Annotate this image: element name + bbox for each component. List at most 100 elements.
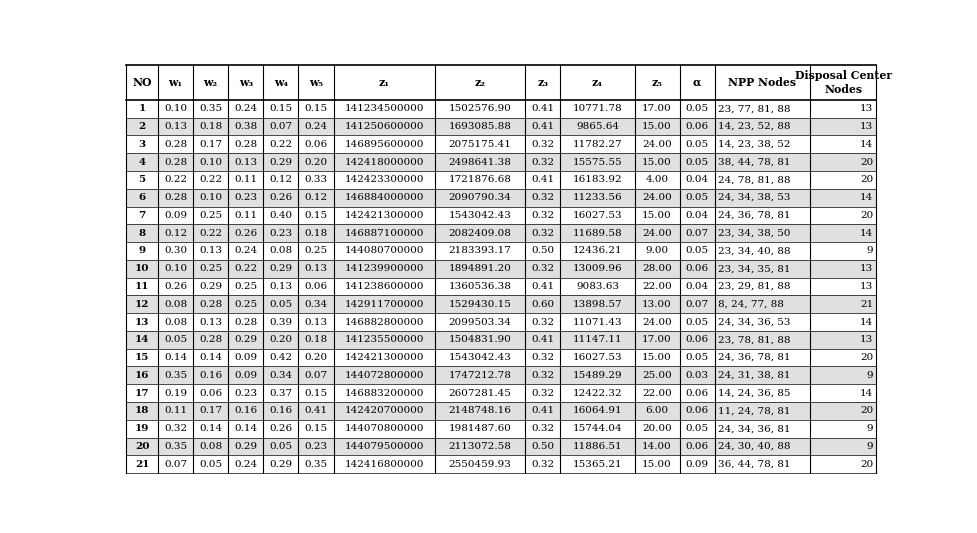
Text: 142421300000: 142421300000 [344, 211, 423, 220]
Text: 0.10: 0.10 [164, 264, 187, 273]
Text: 23, 34, 38, 50: 23, 34, 38, 50 [717, 229, 789, 238]
Text: 14: 14 [859, 318, 872, 327]
Text: 0.29: 0.29 [234, 442, 257, 451]
Text: 0.32: 0.32 [531, 193, 554, 202]
Text: 144079500000: 144079500000 [344, 442, 423, 451]
Text: 18: 18 [135, 407, 149, 415]
Bar [126, 118, 875, 135]
Text: 0.33: 0.33 [304, 175, 327, 184]
Text: 1693085.88: 1693085.88 [448, 122, 511, 131]
Text: 13: 13 [135, 318, 149, 327]
Text: 0.04: 0.04 [685, 282, 708, 291]
Text: 1: 1 [138, 104, 146, 113]
Text: α: α [692, 77, 701, 88]
Text: 0.12: 0.12 [164, 229, 187, 238]
Text: 0.23: 0.23 [234, 193, 257, 202]
Bar [126, 455, 875, 473]
Text: 20: 20 [859, 175, 872, 184]
Text: 0.39: 0.39 [269, 318, 292, 327]
Text: 12422.32: 12422.32 [573, 389, 621, 398]
Text: 0.05: 0.05 [164, 335, 187, 344]
Text: 0.16: 0.16 [199, 371, 222, 380]
Text: 0.08: 0.08 [164, 318, 187, 327]
Text: 6.00: 6.00 [645, 407, 668, 415]
Text: 0.05: 0.05 [685, 140, 708, 149]
Text: 20: 20 [859, 353, 872, 362]
Text: 12436.21: 12436.21 [573, 246, 621, 255]
Text: 0.13: 0.13 [234, 158, 257, 167]
Text: 4.00: 4.00 [645, 175, 668, 184]
Text: 0.32: 0.32 [531, 460, 554, 469]
Text: 0.06: 0.06 [685, 407, 708, 415]
Text: 0.05: 0.05 [685, 246, 708, 255]
Text: 0.32: 0.32 [531, 211, 554, 220]
Text: 8, 24, 77, 88: 8, 24, 77, 88 [717, 300, 783, 309]
Text: 0.15: 0.15 [304, 424, 327, 433]
Text: 141234500000: 141234500000 [344, 104, 423, 113]
Text: 0.07: 0.07 [269, 122, 292, 131]
Text: 0.04: 0.04 [685, 211, 708, 220]
Bar [126, 295, 875, 313]
Text: 14, 23, 52, 88: 14, 23, 52, 88 [717, 122, 789, 131]
Text: 0.12: 0.12 [269, 175, 292, 184]
Text: 0.05: 0.05 [685, 193, 708, 202]
Text: w₃: w₃ [238, 77, 253, 88]
Text: 24.00: 24.00 [642, 140, 671, 149]
Text: 2183393.17: 2183393.17 [448, 246, 511, 255]
Text: 0.40: 0.40 [269, 211, 292, 220]
Bar [126, 313, 875, 331]
Text: 0.50: 0.50 [531, 442, 554, 451]
Text: 0.28: 0.28 [199, 300, 222, 309]
Text: 0.03: 0.03 [685, 371, 708, 380]
Text: 0.10: 0.10 [199, 158, 222, 167]
Text: 0.13: 0.13 [199, 246, 222, 255]
Text: NO: NO [132, 77, 151, 88]
Text: 6: 6 [138, 193, 146, 202]
Text: 142418000000: 142418000000 [344, 158, 423, 167]
Text: 146884000000: 146884000000 [344, 193, 423, 202]
Text: 0.32: 0.32 [164, 424, 187, 433]
Text: 38, 44, 78, 81: 38, 44, 78, 81 [717, 158, 789, 167]
Text: 0.22: 0.22 [199, 175, 222, 184]
Text: 0.22: 0.22 [269, 140, 292, 149]
Text: 0.13: 0.13 [304, 318, 327, 327]
Bar [126, 278, 875, 295]
Text: 0.37: 0.37 [269, 389, 292, 398]
Text: 0.22: 0.22 [199, 229, 222, 238]
Text: 11689.58: 11689.58 [573, 229, 621, 238]
Text: 11782.27: 11782.27 [573, 140, 621, 149]
Text: 0.32: 0.32 [531, 371, 554, 380]
Text: 13: 13 [859, 264, 872, 273]
Text: 21: 21 [135, 460, 149, 469]
Text: 0.15: 0.15 [304, 389, 327, 398]
Text: 0.28: 0.28 [164, 140, 187, 149]
Text: 13.00: 13.00 [642, 300, 671, 309]
Text: 0.09: 0.09 [234, 371, 257, 380]
Text: 141250600000: 141250600000 [344, 122, 423, 131]
Text: 14: 14 [859, 140, 872, 149]
Text: 23, 29, 81, 88: 23, 29, 81, 88 [717, 282, 789, 291]
Text: 1721876.68: 1721876.68 [448, 175, 511, 184]
Text: 14, 23, 38, 52: 14, 23, 38, 52 [717, 140, 789, 149]
Bar [126, 135, 875, 153]
Text: 0.35: 0.35 [304, 460, 327, 469]
Text: z₄: z₄ [591, 77, 603, 88]
Text: w₂: w₂ [203, 77, 218, 88]
Text: 7: 7 [138, 211, 146, 220]
Text: 0.25: 0.25 [304, 246, 327, 255]
Text: 2607281.45: 2607281.45 [448, 389, 511, 398]
Text: 24, 34, 36, 81: 24, 34, 36, 81 [717, 424, 789, 433]
Text: 4: 4 [139, 158, 146, 167]
Text: 23, 34, 40, 88: 23, 34, 40, 88 [717, 246, 789, 255]
Text: 0.05: 0.05 [685, 353, 708, 362]
Text: 0.24: 0.24 [304, 122, 327, 131]
Text: 0.50: 0.50 [531, 246, 554, 255]
Text: 1981487.60: 1981487.60 [448, 424, 511, 433]
Text: 9: 9 [866, 371, 872, 380]
Text: 36, 44, 78, 81: 36, 44, 78, 81 [717, 460, 789, 469]
Bar [126, 260, 875, 278]
Text: 0.22: 0.22 [164, 175, 187, 184]
Text: 11, 24, 78, 81: 11, 24, 78, 81 [717, 407, 789, 415]
Text: 0.32: 0.32 [531, 229, 554, 238]
Text: 146883200000: 146883200000 [344, 389, 423, 398]
